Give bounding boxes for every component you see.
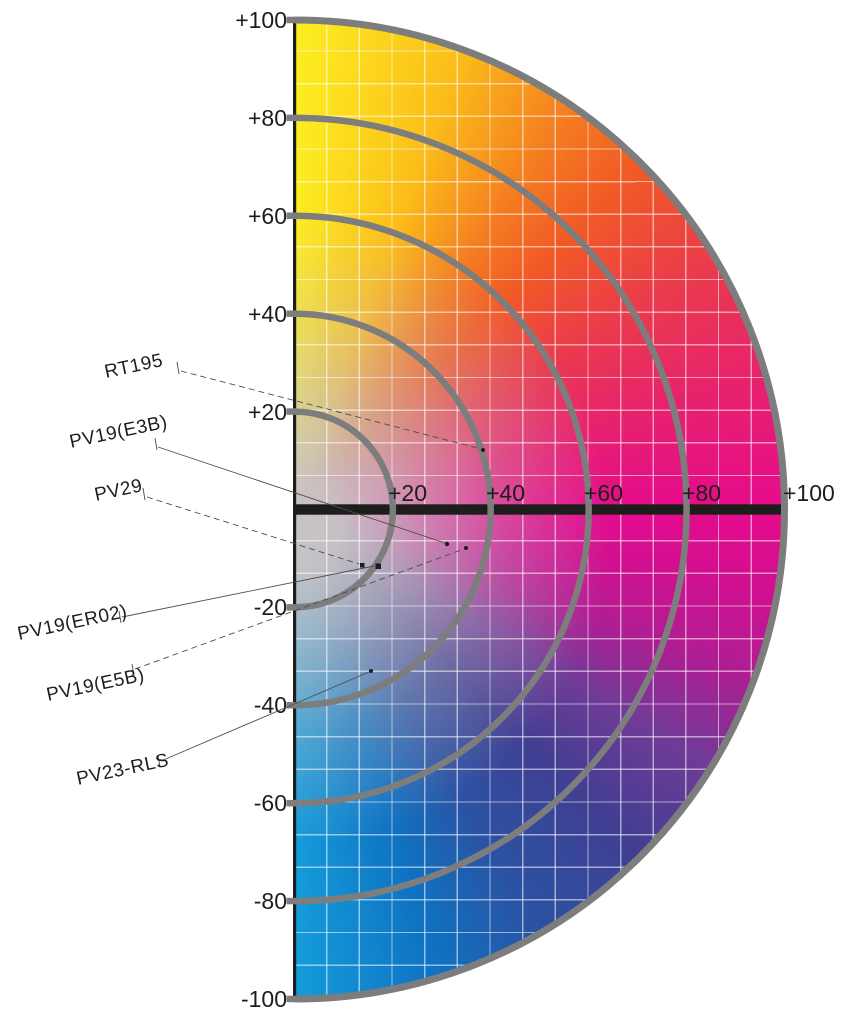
a-tick-label: +60 <box>584 480 623 506</box>
leader-PV29 <box>146 496 360 565</box>
label-tick <box>176 361 180 375</box>
pigment-label-PV19-E3B: PV19(E3B) <box>68 412 170 453</box>
b-tick-label: -100 <box>241 986 287 1012</box>
point-PV19-E3B <box>444 541 450 547</box>
leader-PV19-E3B <box>157 446 446 544</box>
point-RT195 <box>481 448 485 452</box>
a-tick-label: +40 <box>486 480 525 506</box>
leader-lines <box>118 361 482 768</box>
tick-nub <box>286 408 296 415</box>
ring-100-rim <box>294 16 788 1003</box>
b-tick-label: +60 <box>248 203 287 229</box>
label-tick <box>157 754 161 768</box>
point-PV19-ER02 <box>375 563 381 569</box>
b-tick-label: -60 <box>254 790 287 816</box>
b-tick-label: -20 <box>254 594 287 620</box>
ring-80 <box>294 114 690 905</box>
leader-PV19-E5B <box>134 548 465 670</box>
a-axis-line <box>293 504 782 515</box>
b-tick-label: +20 <box>248 399 287 425</box>
ring-60 <box>294 212 592 807</box>
ring-40 <box>294 310 494 709</box>
label-tick <box>154 437 158 451</box>
tick-nub <box>286 604 296 611</box>
tick-nub <box>286 310 296 317</box>
point-PV29 <box>360 563 365 568</box>
leader-RT195 <box>180 370 482 450</box>
a-tick-label: +80 <box>682 480 721 506</box>
b-axis-line <box>293 19 297 1000</box>
leader-PV23-RLS <box>160 671 370 762</box>
b-tick-label: -40 <box>254 692 287 718</box>
label-tick <box>142 487 146 501</box>
ring-20 <box>294 408 397 611</box>
a-tick-label: +100 <box>783 480 835 506</box>
pigment-label-RT195: RT195 <box>103 350 165 383</box>
pigment-label-PV23-RLS: PV23-RLS <box>75 750 171 790</box>
point-PV19-E5B <box>464 546 468 550</box>
data-points <box>360 448 485 673</box>
b-tick-label: +80 <box>248 105 287 131</box>
tick-nub <box>286 897 296 905</box>
point-PV23-RLS <box>369 669 373 673</box>
a-tick-label: +20 <box>388 480 427 506</box>
b-tick-label: -80 <box>254 888 287 914</box>
pigment-label-PV29: PV29 <box>93 475 145 506</box>
pigment-label-PV19-E5B: PV19(E5B) <box>45 665 147 706</box>
label-tick <box>118 610 122 624</box>
label-tick <box>131 663 135 677</box>
tick-nub <box>286 16 296 24</box>
tick-nub <box>286 114 296 122</box>
tick-nub <box>286 212 296 219</box>
b-tick-label: +100 <box>235 7 287 33</box>
tick-nub <box>286 995 296 1003</box>
b-tick-label: +40 <box>248 301 287 327</box>
tick-nub <box>286 799 296 807</box>
leader-PV19-ER02 <box>121 565 375 618</box>
pigment-label-PV19-ER02: PV19(ER02) <box>16 601 130 645</box>
b-axis-tick-nubs <box>286 16 296 1003</box>
